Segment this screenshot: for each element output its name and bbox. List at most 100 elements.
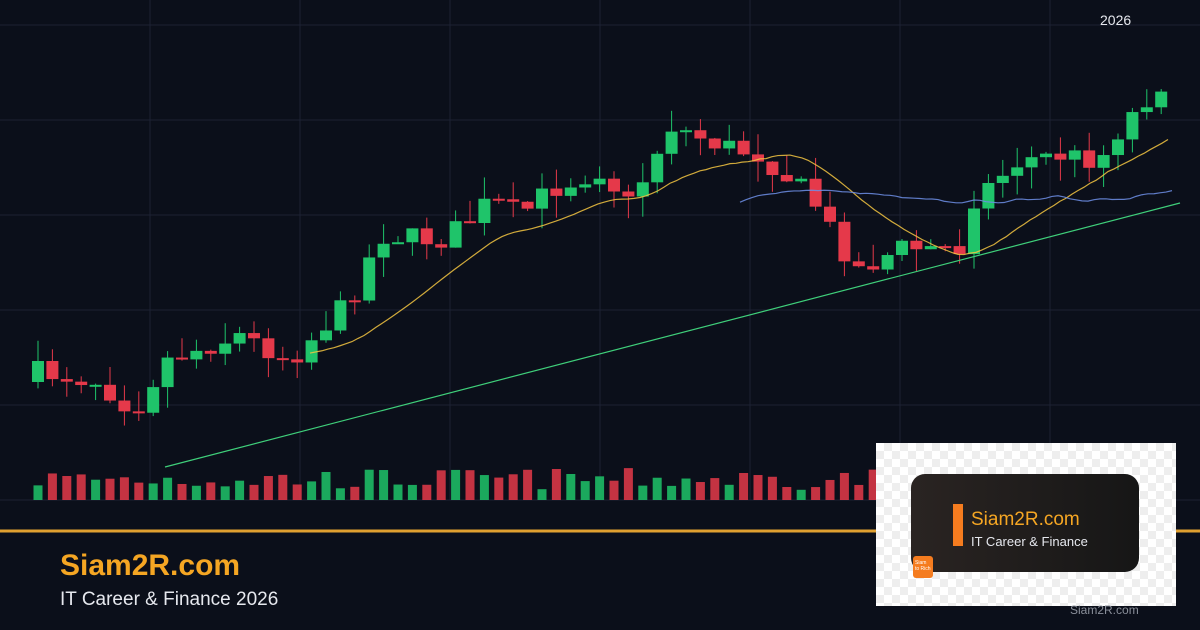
- candle-body: [276, 358, 289, 361]
- candle-body: [1054, 153, 1067, 160]
- candle-body: [46, 361, 59, 380]
- candle-body: [680, 130, 692, 133]
- candle-body: [1097, 155, 1110, 168]
- logo-icon: Siam to Rich: [913, 556, 933, 578]
- watermark: Siam2R.com: [1070, 603, 1139, 617]
- card-subtitle: IT Career & Finance: [971, 534, 1088, 549]
- candle-body: [190, 350, 203, 360]
- volume-bar: [451, 469, 461, 500]
- candle-body: [809, 178, 822, 207]
- volume-bar: [263, 476, 273, 500]
- candle-body: [723, 140, 736, 149]
- candle-body: [636, 182, 649, 197]
- volume-bar: [278, 474, 288, 500]
- candle-body: [593, 178, 606, 185]
- volume-bar: [566, 473, 576, 500]
- candle-body: [248, 333, 260, 339]
- volume-bar: [868, 469, 878, 500]
- candle-body: [953, 246, 966, 255]
- volume-bar: [292, 484, 302, 500]
- brand-subtitle: IT Career & Finance 2026: [60, 589, 279, 610]
- candle-body: [838, 221, 851, 262]
- candle-body: [320, 330, 332, 341]
- volume-bar: [91, 479, 101, 500]
- candle-body: [550, 188, 563, 196]
- candle-body: [420, 228, 433, 245]
- volume-bar: [825, 479, 835, 500]
- candle-body: [464, 221, 476, 224]
- candle-body: [75, 381, 88, 386]
- volume-bar: [638, 485, 648, 500]
- volume-bar: [350, 486, 360, 500]
- brand-title: Siam2R.com: [60, 549, 241, 582]
- candle-body: [982, 182, 995, 209]
- volume-bar: [551, 469, 561, 500]
- candle-body: [939, 246, 952, 249]
- candle-body: [1155, 91, 1168, 108]
- candle-body: [204, 350, 217, 354]
- candle-body: [60, 379, 73, 382]
- volume-bar: [335, 488, 345, 500]
- candle-body: [1011, 167, 1024, 176]
- volume-bar: [681, 478, 691, 500]
- volume-bar: [321, 471, 331, 500]
- candle-body: [233, 333, 246, 344]
- candle-body: [161, 357, 174, 388]
- candle-body: [147, 387, 160, 413]
- volume-bar: [609, 480, 619, 500]
- volume-bar: [249, 484, 259, 500]
- volume-bar: [105, 478, 115, 500]
- candle-body: [824, 206, 836, 222]
- candle-body: [968, 208, 980, 255]
- candle-body: [752, 154, 764, 162]
- candle-body: [1083, 150, 1096, 168]
- volume-bar: [422, 484, 432, 500]
- volume-bar: [235, 480, 245, 500]
- volume-bar: [76, 474, 86, 500]
- candle-body: [564, 187, 577, 196]
- volume-bar: [839, 472, 849, 500]
- volume-bar: [465, 470, 475, 500]
- volume-bar: [148, 483, 158, 500]
- candle-body: [608, 178, 620, 192]
- volume-bar: [220, 486, 230, 500]
- candle-body: [924, 246, 937, 250]
- candle-body: [867, 266, 880, 270]
- volume-bar: [796, 489, 806, 500]
- volume-bar: [379, 470, 389, 500]
- candle-body: [1068, 150, 1081, 160]
- candle-body: [406, 228, 419, 243]
- volume-bar: [479, 475, 489, 500]
- candle-body: [708, 138, 721, 149]
- volume-bar: [508, 474, 518, 500]
- candle-body: [651, 153, 664, 183]
- candle-body: [996, 175, 1009, 183]
- volume-bar: [667, 485, 677, 500]
- candle-body: [521, 201, 534, 209]
- volume-bar: [62, 476, 72, 500]
- candle-body: [377, 243, 390, 258]
- candle-body: [881, 255, 894, 270]
- volume-bar: [163, 477, 173, 500]
- logo-bar: [953, 504, 963, 546]
- volume-bar: [767, 476, 777, 500]
- volume-bar: [695, 482, 705, 500]
- candle-body: [694, 130, 707, 139]
- year-label: 2026: [1100, 12, 1132, 28]
- candle-body: [89, 384, 102, 387]
- volume-bar: [710, 478, 720, 500]
- candle-body: [1112, 139, 1124, 156]
- candle-body: [1040, 153, 1052, 158]
- candle-body: [305, 340, 318, 363]
- icon-text: Siam: [915, 560, 927, 566]
- volume-bar: [782, 487, 792, 500]
- candle-body: [665, 131, 678, 154]
- volume-bar: [33, 485, 43, 500]
- candle-body: [780, 175, 793, 182]
- moving-average: [739, 189, 1173, 204]
- volume-bar: [436, 470, 446, 500]
- candle-body: [536, 188, 548, 209]
- volume-bar: [119, 477, 129, 500]
- card-title: Siam2R.com: [971, 509, 1080, 530]
- moving-average: [309, 138, 1169, 354]
